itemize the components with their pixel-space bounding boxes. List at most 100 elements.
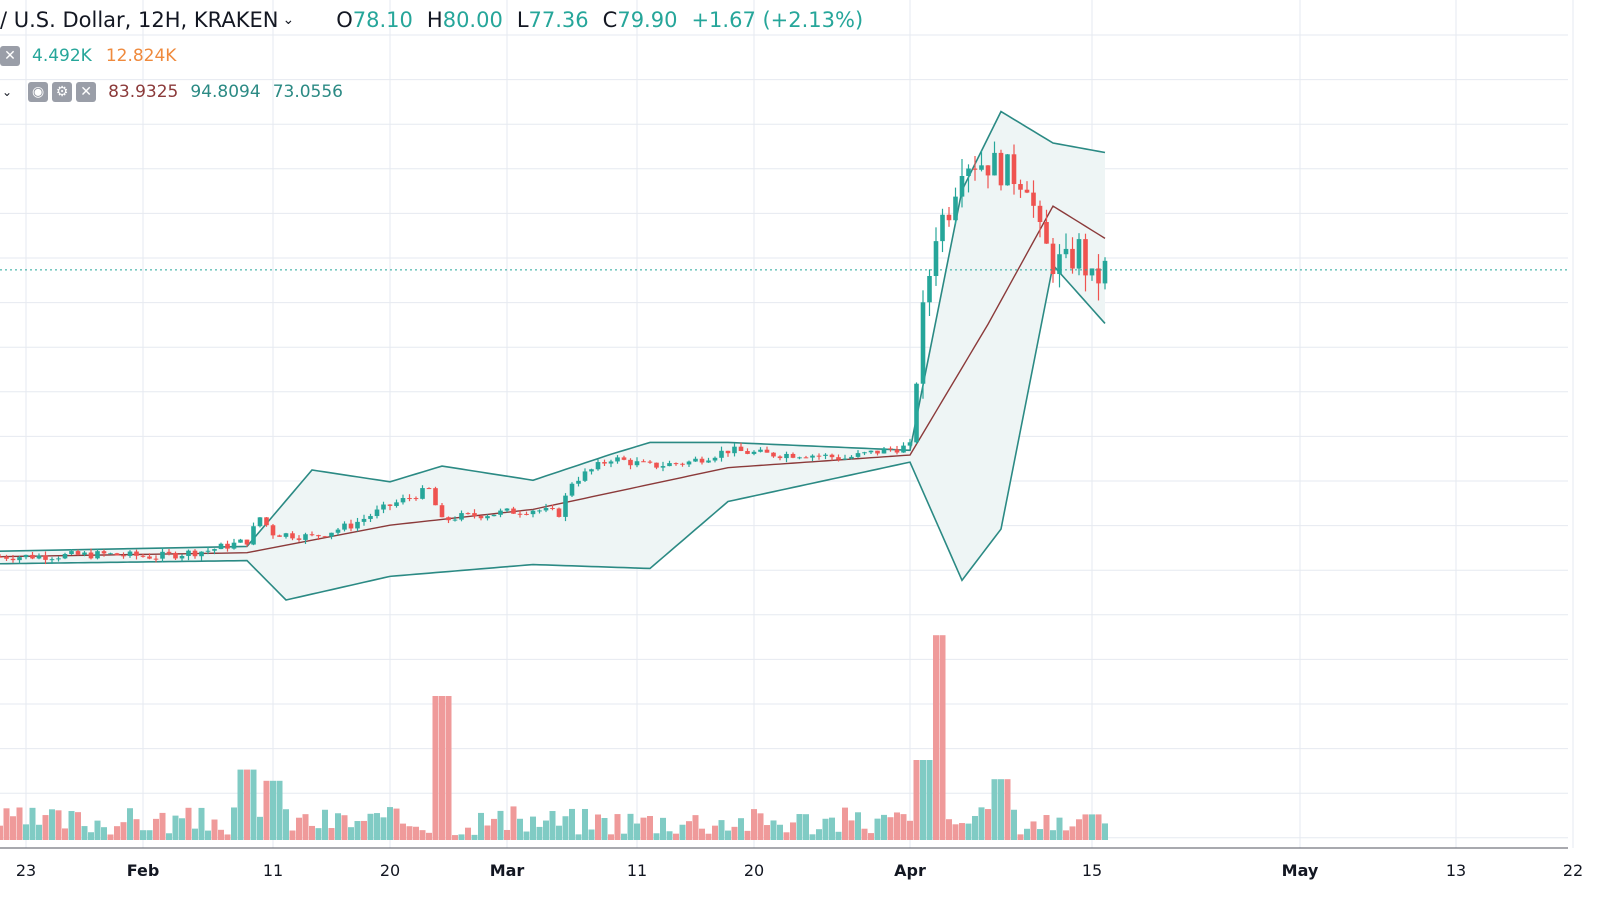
volume-bar <box>159 812 166 840</box>
candle-up <box>179 555 185 559</box>
candle-up <box>329 532 334 537</box>
candle-up <box>569 483 575 496</box>
candle-down <box>114 553 120 556</box>
candle-down <box>803 457 809 459</box>
volume-bar <box>588 829 595 840</box>
candle-up <box>582 471 588 481</box>
volume-bar <box>920 760 926 840</box>
candle-up <box>855 453 861 457</box>
candle-down <box>478 516 484 519</box>
candle-down <box>439 505 445 518</box>
volume-bar <box>16 807 23 840</box>
candle-up <box>251 526 256 545</box>
candle-up <box>218 543 224 550</box>
candle-up <box>186 550 191 556</box>
close-icon[interactable]: ✕ <box>0 46 20 66</box>
candle-up <box>868 450 874 453</box>
candle-up <box>634 461 640 466</box>
candle-down <box>0 556 3 558</box>
volume-bar <box>172 815 179 840</box>
candle-up <box>95 551 100 559</box>
volume-bar <box>848 820 855 840</box>
volume-bar <box>835 831 842 840</box>
candle-down <box>322 536 328 538</box>
candle-down <box>88 552 94 559</box>
volume-bar <box>627 813 634 840</box>
volume-bar <box>335 813 341 840</box>
candle-up <box>1057 254 1062 275</box>
volume-bar <box>1043 815 1050 840</box>
volume-bar <box>179 818 185 840</box>
candle-up <box>712 457 718 461</box>
candle-up <box>205 550 211 552</box>
volume-bar <box>783 832 790 840</box>
candle-up <box>368 516 373 519</box>
volume-bar <box>374 813 380 840</box>
candle-up <box>491 514 497 517</box>
symbol-title[interactable]: / U.S. Dollar, 12H, KRAKEN <box>0 8 279 32</box>
candle-up <box>751 451 757 454</box>
volume-bar <box>894 812 900 840</box>
volume-bar <box>647 816 653 840</box>
candle-up <box>381 504 386 510</box>
candle-down <box>290 533 295 539</box>
volume-bar <box>289 830 296 840</box>
candle-down <box>972 168 978 170</box>
volume-bar <box>257 816 263 840</box>
close-icon[interactable]: ✕ <box>76 82 97 102</box>
candle-down <box>173 552 178 559</box>
candle-down <box>764 449 770 453</box>
volume-bar <box>764 825 770 840</box>
volume-bar <box>400 823 406 840</box>
candle-up <box>62 553 68 559</box>
volume-bar <box>855 812 861 840</box>
volume-bar <box>1030 821 1037 840</box>
candle-up <box>615 457 620 462</box>
upper-band-line <box>0 110 1106 552</box>
volume-bar <box>829 817 835 840</box>
x-tick-label: Apr <box>894 861 926 880</box>
volume-bar <box>549 811 556 840</box>
volume-bar <box>348 827 354 840</box>
candle-down <box>147 556 152 559</box>
candle-up <box>959 175 965 197</box>
volume-bar <box>270 780 276 840</box>
volume-bar <box>250 769 257 840</box>
candle-up <box>842 458 848 460</box>
candle-up <box>758 449 763 452</box>
candle-up <box>933 241 939 277</box>
volume-bar <box>94 820 101 840</box>
candle-down <box>316 535 321 537</box>
candle-down <box>524 513 529 515</box>
candle-down <box>511 508 516 514</box>
volume-bar <box>666 831 673 840</box>
chevron-down-icon[interactable]: ⌄ <box>2 85 13 99</box>
candle-down <box>1018 184 1023 190</box>
candle-up <box>459 513 464 520</box>
volume-bar <box>328 828 335 840</box>
volume-bar <box>393 808 400 840</box>
volume-bar <box>1095 814 1102 840</box>
gear-icon[interactable]: ⚙ <box>52 82 73 102</box>
volume-bar <box>660 817 666 840</box>
volume-bar <box>562 816 569 840</box>
volume-bar <box>10 816 16 840</box>
x-tick-label: 23 <box>16 861 36 880</box>
candle-down <box>602 462 607 464</box>
chevron-down-icon[interactable]: ⌄ <box>282 12 295 28</box>
volume-bar <box>166 833 172 840</box>
volume-bar <box>614 814 621 840</box>
volume-bar <box>445 696 452 840</box>
eye-icon[interactable]: ◉ <box>28 82 49 102</box>
candle-down <box>738 446 744 452</box>
volume-bar <box>458 834 465 840</box>
volume-bar <box>673 833 679 840</box>
volume-bar <box>29 807 36 840</box>
high-label: H <box>426 8 443 32</box>
volume-bar <box>211 819 218 840</box>
candle-down <box>946 214 952 221</box>
volume-bar <box>998 779 1004 840</box>
x-tick-label: 11 <box>627 861 647 880</box>
volume-bar <box>452 835 458 840</box>
